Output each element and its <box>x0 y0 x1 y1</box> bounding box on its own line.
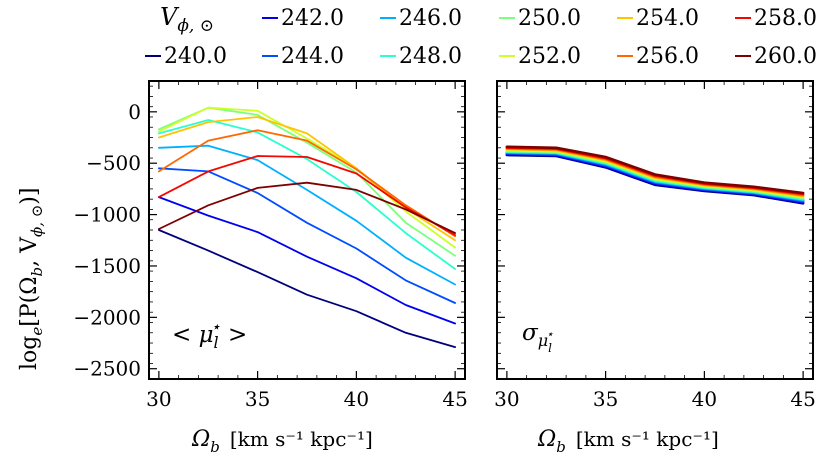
right-xtick-label: 30 <box>494 387 519 411</box>
left-series-242.0 <box>157 196 457 325</box>
left-series-250.0 <box>157 106 457 257</box>
left-series-240.0 <box>157 229 457 349</box>
legend-label-250.0: 250.0 <box>518 6 581 31</box>
right-xtick-label: 45 <box>790 387 815 411</box>
left-series-258.0 <box>157 155 457 237</box>
legend-label-248.0: 248.0 <box>399 44 462 69</box>
left-ytick-label: −2000 <box>73 305 141 329</box>
left-ytick-label: −1500 <box>73 254 141 278</box>
legend-label-252.0: 252.0 <box>518 44 581 69</box>
left-series-248.0 <box>157 119 457 270</box>
left-axes-frame <box>148 80 466 380</box>
legend-label-246.0: 246.0 <box>399 6 462 31</box>
left-series-group <box>157 106 457 349</box>
left-x-axis-label: Ωb [km s⁻¹ kpc⁻¹] <box>191 427 373 453</box>
left-ytick-label: 0 <box>128 100 141 124</box>
left-series-256.0 <box>157 129 457 238</box>
right-series-group <box>505 145 805 205</box>
legend-label-254.0: 254.0 <box>636 6 699 31</box>
left-series-246.0 <box>157 144 457 286</box>
left-ytick-label: −2500 <box>73 357 141 381</box>
legend-label-256.0: 256.0 <box>636 44 699 69</box>
right-xtick-label: 40 <box>692 387 717 411</box>
left-xtick-label: 40 <box>344 387 369 411</box>
left-series-260.0 <box>157 181 457 235</box>
right-axes-frame <box>496 80 814 380</box>
right-xtick-label: 35 <box>593 387 618 411</box>
left-axis-ticks: 30 35 40 45 0 −500 −1000 −1500 −2000 −2500 <box>73 81 468 411</box>
left-xtick-label: 45 <box>442 387 467 411</box>
right-axis-ticks: 30 35 40 45 <box>494 81 816 411</box>
right-series-260.0 <box>505 145 805 195</box>
left-y-axis-label: loge[P(Ωb, Vϕ, ⊙)] <box>17 188 46 370</box>
legend-label-260.0: 260.0 <box>754 44 817 69</box>
legend: Vϕ, ⊙ 242.0 246.0 250.0 254.0 258.0 240.0 244.… <box>145 3 817 69</box>
right-panel: 30 35 40 45 σμl⋆ Ωb [km s⁻¹ kpc⁻¹] <box>494 80 816 453</box>
legend-label-258.0: 258.0 <box>754 6 817 31</box>
legend-title: Vϕ, ⊙ <box>160 3 214 36</box>
right-annotation: σμl⋆ <box>522 320 554 355</box>
legend-label-240.0: 240.0 <box>164 44 227 69</box>
legend-label-242.0: 242.0 <box>281 6 344 31</box>
left-panel: 30 35 40 45 0 −500 −1000 −1500 −2000 −2500 < μl⋆ … <box>17 80 468 453</box>
right-x-axis-label: Ωb [km s⁻¹ kpc⁻¹] <box>537 427 719 453</box>
left-xtick-label: 35 <box>245 387 270 411</box>
legend-label-244.0: 244.0 <box>281 44 344 69</box>
left-ytick-label: −1000 <box>73 203 141 227</box>
left-series-252.0 <box>157 106 457 249</box>
left-xtick-label: 30 <box>146 387 171 411</box>
left-annotation: < μl⋆ > <box>172 317 247 352</box>
left-ytick-label: −500 <box>86 151 141 175</box>
